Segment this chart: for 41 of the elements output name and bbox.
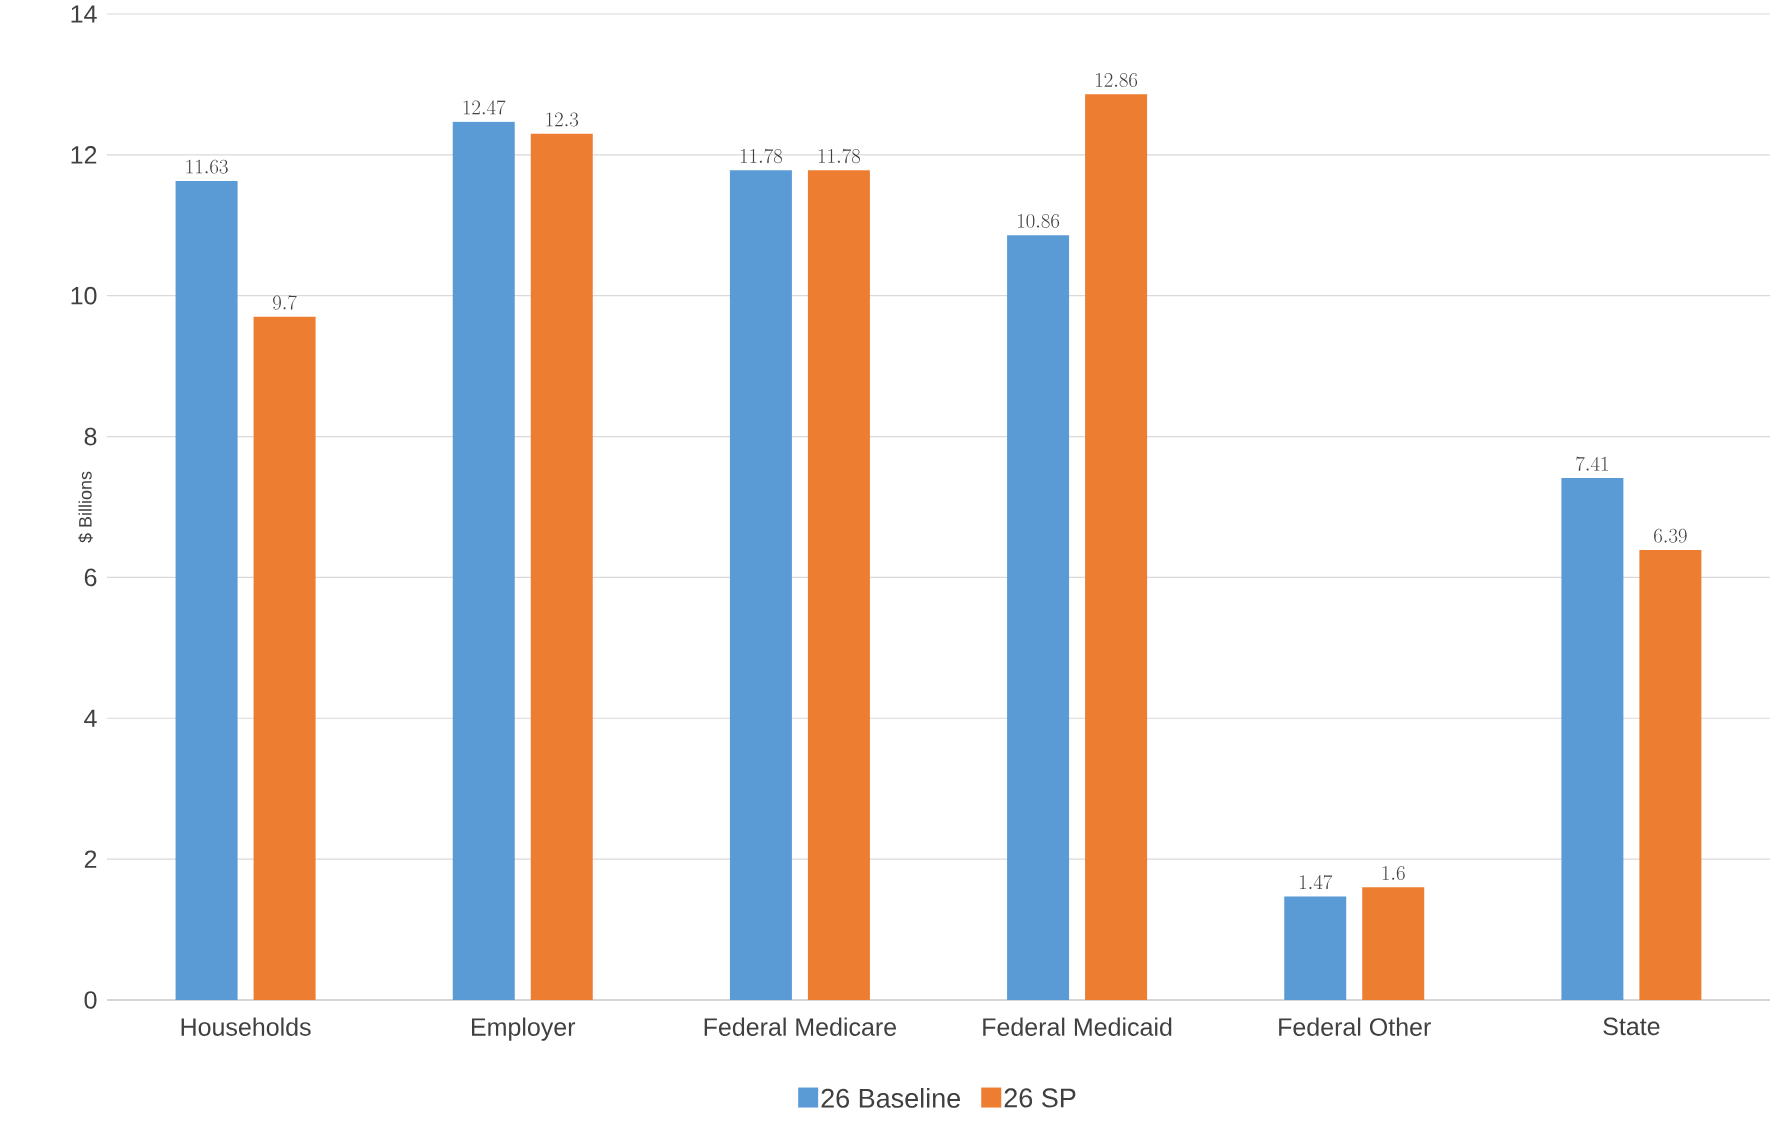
data-label: 12.47: [463, 100, 506, 115]
y-tick-label: 10: [71, 286, 97, 305]
bar: [253, 316, 316, 1000]
bar: [1362, 887, 1425, 1000]
bar: [452, 121, 515, 1000]
data-label: 1 .6: [1382, 866, 1405, 881]
x-tick-label: Federal Medicare: [704, 1017, 897, 1036]
y-tick-label: 12: [71, 146, 97, 164]
x-tick-label: State: [1603, 1017, 1660, 1036]
x-tick-label: Employer: [472, 1017, 576, 1041]
bar: [807, 170, 870, 1000]
bar: [530, 133, 593, 1000]
data-label: 9.7: [273, 295, 297, 310]
x-tick-label: Federal Medicaid: [983, 1017, 1172, 1036]
data-label: 10.86: [1018, 213, 1060, 228]
y-tick-label: 4: [84, 709, 97, 727]
bar: [1284, 896, 1347, 1000]
data-label: 12.3: [546, 112, 579, 127]
y-tick-label: 14: [71, 5, 97, 23]
data-label: 1 .47: [1299, 874, 1333, 890]
bar: [175, 180, 238, 1000]
bar: [1007, 235, 1070, 1000]
bar: [1561, 478, 1624, 1000]
x-tick-label: Federal Other: [1279, 1017, 1431, 1036]
bar: [729, 170, 792, 1000]
legend-label: 26 Baseline: [821, 1088, 961, 1108]
bar: [1085, 94, 1148, 1000]
y-tick-label: 2: [84, 850, 97, 868]
data-label: 11 .63: [186, 159, 228, 174]
y-tick-label: 0: [84, 991, 97, 1009]
x-tick-label: Households: [181, 1017, 311, 1036]
y-tick-label: 6: [84, 568, 97, 587]
data-label: 12.86: [1096, 73, 1138, 88]
data-label: 6.39: [1654, 528, 1687, 543]
y-axis-title: $ Billions: [78, 471, 93, 543]
y-tick-label: 8: [84, 427, 97, 446]
data-label: 11 .78: [818, 148, 861, 164]
data-label: 11 .78: [740, 148, 783, 164]
legend-label: 26 SP: [1004, 1088, 1076, 1108]
data-label: 7.41: [1576, 456, 1608, 471]
bar: [1639, 549, 1702, 1000]
